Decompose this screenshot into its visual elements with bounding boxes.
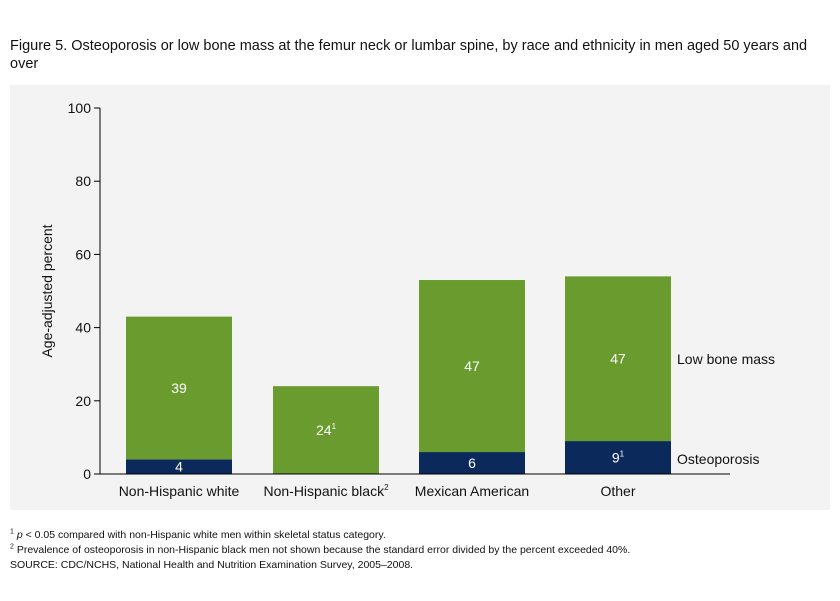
data-label-sup: 1 xyxy=(620,450,625,459)
y-tick-label: 40 xyxy=(75,320,91,336)
y-tick-label: 0 xyxy=(83,466,91,482)
x-tick-label: Mexican American xyxy=(415,483,529,499)
bar-osteoporosis xyxy=(419,452,525,474)
data-label-sup: 1 xyxy=(332,422,337,431)
x-tick-label: Non-Hispanic white xyxy=(119,483,240,499)
bar-low-bone-mass xyxy=(565,276,671,442)
footnote-2: 2 Prevalence of osteoporosis in non-Hisp… xyxy=(10,543,830,558)
y-tick-label: 100 xyxy=(68,100,92,116)
y-axis-label: Age-adjusted percent xyxy=(39,224,55,357)
footnote-1-text: < 0.05 compared with non-Hispanic white … xyxy=(22,529,386,541)
footnote-2-text: Prevalence of osteoporosis in non-Hispan… xyxy=(13,544,631,556)
x-tick-label-sup: 2 xyxy=(384,483,389,492)
data-label: 4 xyxy=(175,459,183,475)
source-note: SOURCE: CDC/NCHS, National Health and Nu… xyxy=(10,559,414,571)
legend: Osteoporosis Low bone mass xyxy=(677,351,775,467)
y-tick-label: 20 xyxy=(75,393,91,409)
bar-low-bone-mass xyxy=(126,316,232,460)
data-label: 47 xyxy=(464,358,480,374)
footnotes: 1 p < 0.05 compared with non-Hispanic wh… xyxy=(10,528,830,573)
footnote-2-marker: 2 xyxy=(10,543,14,551)
data-label: 39 xyxy=(171,380,187,396)
footnote-1-p: p xyxy=(16,529,23,541)
chart-title: Figure 5. Osteoporosis or low bone mass … xyxy=(10,38,808,72)
bar-low-bone-mass xyxy=(419,280,525,453)
y-axis: 0 20 40 60 80 100 xyxy=(68,100,101,482)
data-label: 6 xyxy=(468,455,476,471)
footnote-1-marker: 1 xyxy=(10,528,14,536)
y-tick-label: 60 xyxy=(75,246,91,262)
x-tick-label: Other xyxy=(600,483,635,499)
bar-osteoporosis xyxy=(565,441,671,474)
bar-low-bone-mass xyxy=(273,386,379,474)
data-label: 47 xyxy=(610,351,626,367)
legend-osteoporosis: Osteoporosis xyxy=(677,451,759,467)
x-tick-label: Non-Hispanic black2 xyxy=(263,483,389,499)
x-axis: Non-Hispanic white Non-Hispanic black2 Mex… xyxy=(100,473,730,499)
data-label: 241 xyxy=(316,422,337,438)
y-tick-label: 80 xyxy=(75,173,91,189)
bar-osteoporosis xyxy=(126,459,232,474)
legend-low-bone-mass: Low bone mass xyxy=(677,351,775,367)
footnote-1: 1 p < 0.05 compared with non-Hispanic wh… xyxy=(10,528,830,543)
